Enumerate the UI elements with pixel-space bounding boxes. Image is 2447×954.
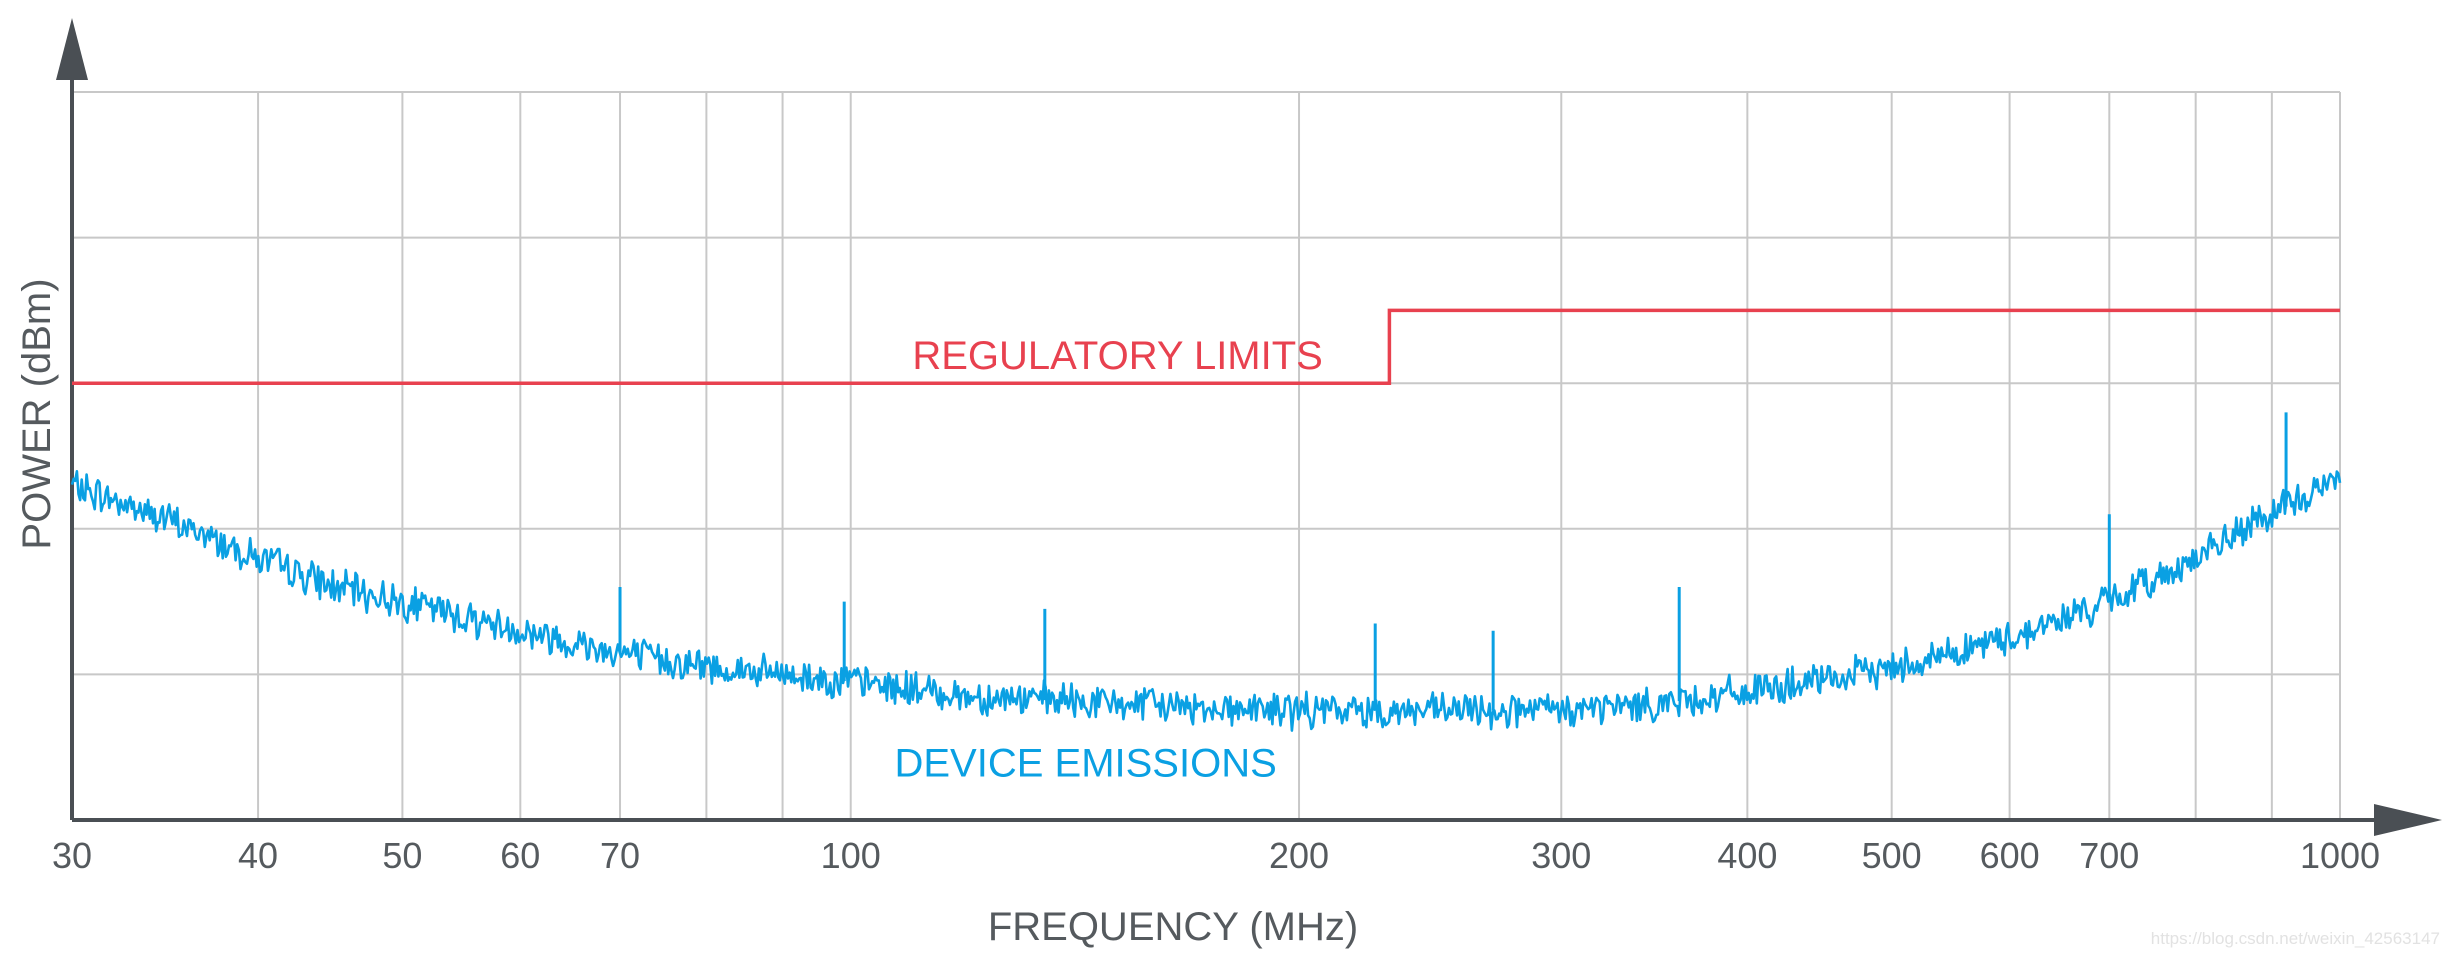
x-tick-label: 500	[1862, 835, 1922, 876]
series-layer	[70, 308, 2342, 732]
series-label-regulatory-limits: REGULATORY LIMITS	[912, 334, 1323, 378]
y-axis-arrow	[56, 18, 88, 80]
x-axis-arrow	[2374, 804, 2442, 836]
x-tick-label: 300	[1531, 835, 1591, 876]
x-tick-label: 30	[52, 835, 92, 876]
y-axis-title: POWER (dBm)	[15, 278, 59, 549]
series-label-device-emissions: DEVICE EMISSIONS	[894, 741, 1276, 785]
x-tick-label: 1000	[2300, 835, 2380, 876]
labels-layer: 30 40 50 60 70 100 200 300 400 500 600 700 1000 REGUL…	[52, 334, 2380, 876]
grid	[71, 91, 2341, 820]
x-tick-label: 700	[2079, 835, 2139, 876]
watermark: https://blog.csdn.net/weixin_42563147	[2151, 929, 2440, 948]
x-tick-label: 70	[600, 835, 640, 876]
x-axis-title: FREQUENCY (MHz)	[988, 905, 1358, 949]
series-line-device-emissions	[70, 470, 2342, 732]
axes	[56, 18, 2442, 836]
x-tick-label: 40	[238, 835, 278, 876]
x-tick-label: 400	[1717, 835, 1777, 876]
x-tick-label: 600	[1980, 835, 2040, 876]
series-line-regulatory-limits	[72, 308, 2340, 385]
x-tick-label: 200	[1269, 835, 1329, 876]
x-tick-label: 60	[500, 835, 540, 876]
x-tick-label: 50	[382, 835, 422, 876]
x-tick-label: 100	[821, 835, 881, 876]
